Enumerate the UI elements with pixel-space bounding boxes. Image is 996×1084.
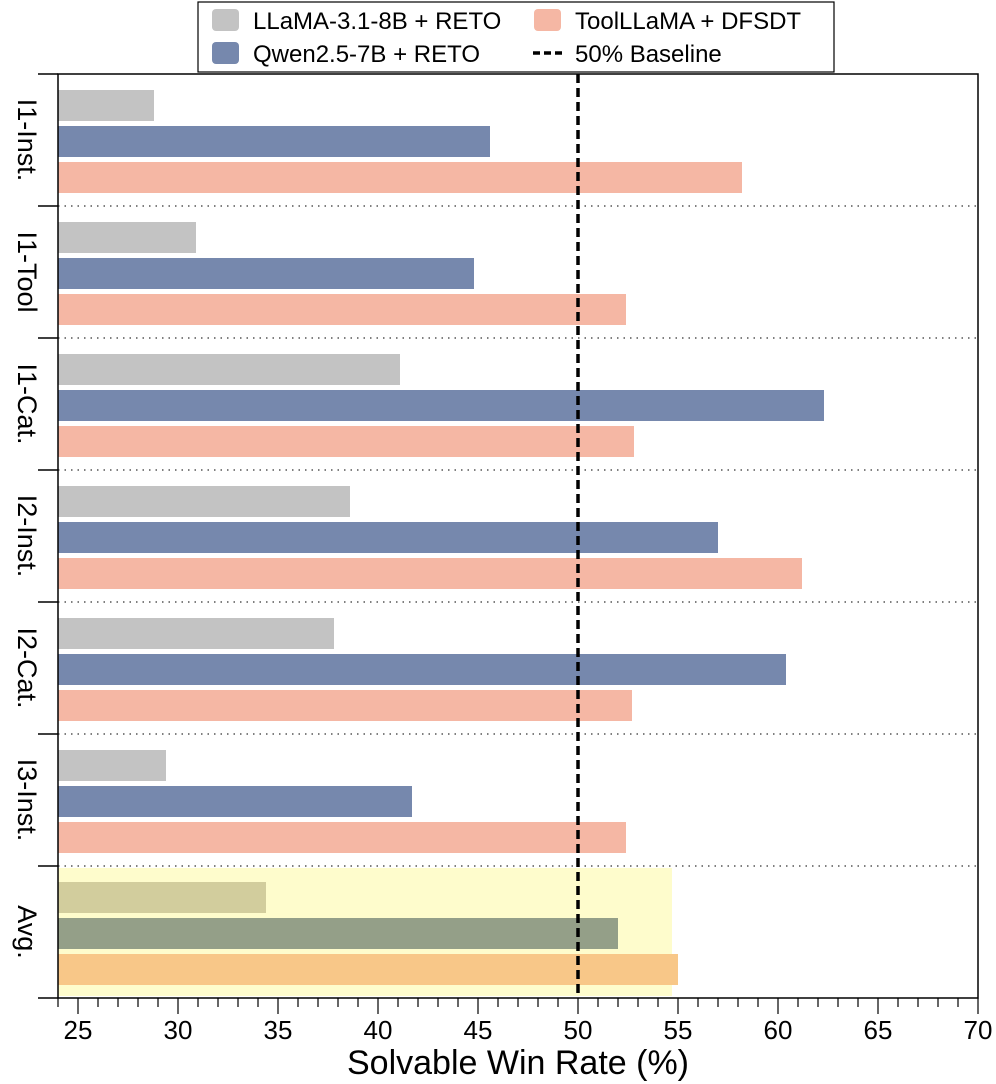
category-label-i1-cat: I1-Cat. bbox=[12, 363, 42, 444]
x-axis-title: Solvable Win Rate (%) bbox=[347, 1044, 689, 1082]
bar-qwen2-5-7b-reto-avg bbox=[58, 918, 618, 949]
category-label-i1-tool: I1-Tool bbox=[12, 231, 42, 312]
x-tick-label: 65 bbox=[864, 1015, 893, 1045]
y-axis: I1-Inst. I1-Tool I1-Cat. I2-Inst. I2-Cat. I3-… bbox=[12, 73, 58, 999]
bar-qwen2-5-7b-reto-i1-inst bbox=[58, 126, 490, 157]
bar-qwen2-5-7b-reto-i2-inst bbox=[58, 522, 718, 553]
bar-llama-3-1-8b-reto-i1-tool bbox=[58, 222, 196, 253]
bar-toolllama-dfsdt-i1-cat bbox=[58, 426, 634, 457]
x-tick-label: 35 bbox=[264, 1015, 293, 1045]
bar-qwen2-5-7b-reto-i1-tool bbox=[58, 258, 474, 289]
x-tick-label: 70 bbox=[964, 1015, 993, 1045]
category-label-i2-inst: I2-Inst. bbox=[12, 495, 42, 578]
x-tick-label: 60 bbox=[764, 1015, 793, 1045]
legend-label-baseline: 50% Baseline bbox=[575, 41, 722, 68]
category-label-i2-cat: I2-Cat. bbox=[12, 627, 42, 708]
category-label-i3-inst: I3-Inst. bbox=[12, 759, 42, 842]
legend-label-qwen2-5-7b-reto: Qwen2.5-7B + RETO bbox=[253, 41, 480, 68]
x-axis: 25 30 35 40 45 50 55 60 65 70 bbox=[57, 998, 993, 1045]
x-tick-label: 50 bbox=[564, 1015, 593, 1045]
legend-label-llama-3-1-8b-reto: LLaMA-3.1-8B + RETO bbox=[253, 8, 501, 35]
x-tick-label: 25 bbox=[64, 1015, 93, 1045]
bar-toolllama-dfsdt-i2-cat bbox=[58, 690, 632, 721]
bar-llama-3-1-8b-reto-i3-inst bbox=[58, 750, 166, 781]
bar-llama-3-1-8b-reto-i2-inst bbox=[58, 486, 350, 517]
bar-toolllama-dfsdt-i2-inst bbox=[58, 558, 802, 589]
legend-swatch-llama-3-1-8b-reto bbox=[212, 9, 239, 31]
bar-qwen2-5-7b-reto-i2-cat bbox=[58, 654, 786, 685]
bar-toolllama-dfsdt-i1-inst bbox=[58, 162, 742, 193]
bar-qwen2-5-7b-reto-i3-inst bbox=[58, 786, 412, 817]
x-tick-label: 55 bbox=[664, 1015, 693, 1045]
category-label-i1-inst: I1-Inst. bbox=[12, 99, 42, 182]
bar-toolllama-dfsdt-i1-tool bbox=[58, 294, 626, 325]
legend-swatch-qwen2-5-7b-reto bbox=[212, 42, 239, 64]
x-tick-label: 40 bbox=[364, 1015, 393, 1045]
x-tick-label: 30 bbox=[164, 1015, 193, 1045]
legend-swatch-toolllama-dfsdt bbox=[534, 9, 561, 31]
legend: LLaMA-3.1-8B + RETO Qwen2.5-7B + RETO Tool… bbox=[197, 1, 835, 73]
bar-llama-3-1-8b-reto-i1-inst bbox=[58, 90, 154, 121]
bar-qwen2-5-7b-reto-i1-cat bbox=[58, 390, 824, 421]
legend-label-toolllama-dfsdt: ToolLLaMA + DFSDT bbox=[575, 8, 801, 35]
legend-box bbox=[197, 1, 835, 73]
bar-llama-3-1-8b-reto-avg bbox=[58, 882, 266, 913]
bar-toolllama-dfsdt-i3-inst bbox=[58, 822, 626, 853]
bar-llama-3-1-8b-reto-i1-cat bbox=[58, 354, 400, 385]
x-tick-label: 45 bbox=[464, 1015, 493, 1045]
category-label-avg: Avg. bbox=[12, 905, 42, 959]
bars bbox=[58, 90, 824, 985]
bar-llama-3-1-8b-reto-i2-cat bbox=[58, 618, 334, 649]
bar-toolllama-dfsdt-avg bbox=[58, 954, 678, 985]
